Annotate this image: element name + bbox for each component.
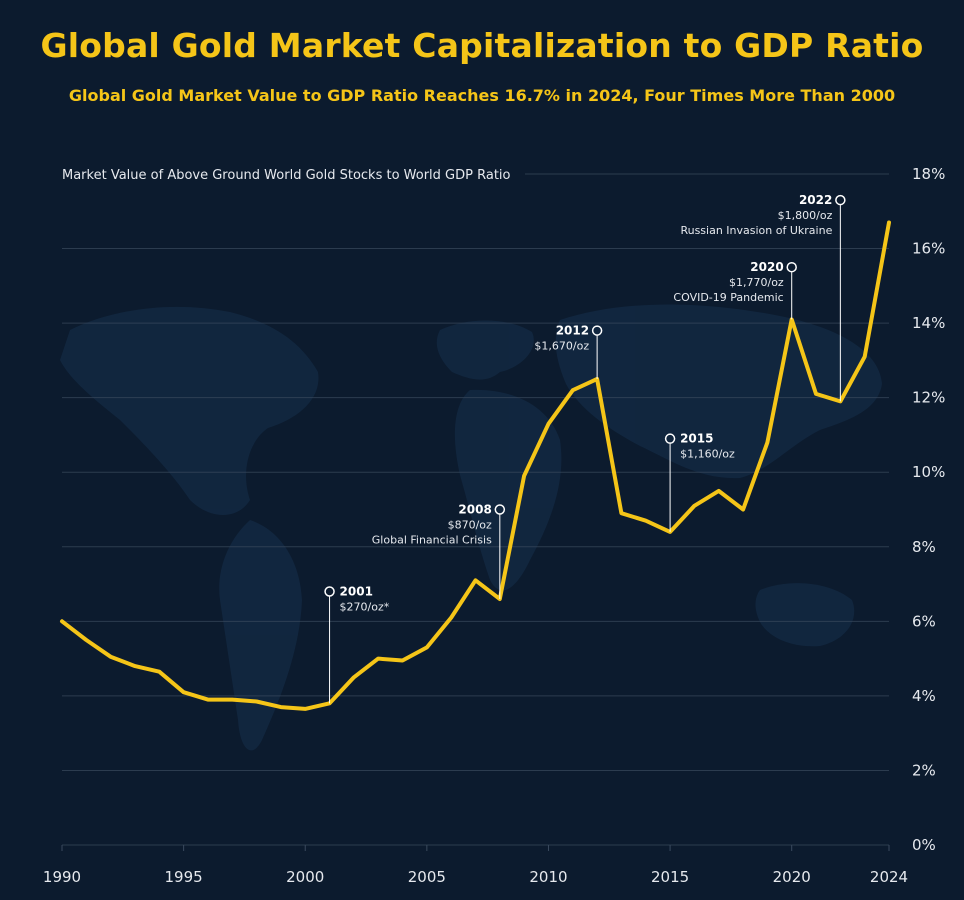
y-tick-label: 0% bbox=[912, 836, 936, 854]
annotation-text: Global Financial Crisis bbox=[372, 534, 492, 547]
y-axis-ticks: 0% 2% 4% 6% 8% 10% 12% 14% 16% 18% bbox=[912, 165, 945, 854]
y-tick-label: 2% bbox=[912, 761, 936, 779]
x-tick-label: 2005 bbox=[408, 868, 446, 886]
annotation-text: COVID-19 Pandemic bbox=[673, 291, 783, 304]
world-map-background bbox=[60, 304, 882, 751]
annotation-year: 2001 bbox=[340, 585, 373, 599]
x-tick-label: 2020 bbox=[773, 868, 811, 886]
annotation-text: $1,670/oz bbox=[534, 340, 589, 353]
annotation-text: Russian Invasion of Ukraine bbox=[680, 224, 832, 237]
x-tick-label: 2015 bbox=[651, 868, 689, 886]
x-axis-ticks: 1990 1995 2000 2005 2010 2015 2020 2024 bbox=[43, 845, 908, 886]
annotation-marker bbox=[591, 325, 603, 336]
y-tick-label: 4% bbox=[912, 687, 936, 705]
annotation-marker bbox=[786, 261, 797, 273]
x-tick-label: 2000 bbox=[286, 868, 324, 886]
annotation-marker bbox=[664, 433, 676, 444]
annotation-text: $1,160/oz bbox=[680, 448, 735, 461]
annotation-year: 2012 bbox=[556, 324, 589, 338]
chart-subtitle: Global Gold Market Value to GDP Ratio Re… bbox=[68, 86, 896, 105]
annotation-text: $1,770/oz bbox=[729, 276, 784, 289]
annotation-marker bbox=[835, 194, 846, 206]
y-tick-label: 8% bbox=[912, 538, 936, 556]
y-axis-label: Market Value of Above Ground World Gold … bbox=[62, 168, 511, 183]
y-tick-label: 14% bbox=[912, 314, 945, 332]
y-tick-label: 6% bbox=[912, 612, 936, 630]
annotation-year: 2008 bbox=[458, 503, 491, 517]
y-tick-label: 12% bbox=[912, 389, 945, 407]
y-tick-label: 10% bbox=[912, 463, 945, 481]
annotation-text: $1,800/oz bbox=[778, 209, 833, 222]
annotation-year: 2020 bbox=[750, 260, 783, 274]
grid-lines bbox=[62, 173, 889, 846]
annotation-year: 2022 bbox=[799, 193, 832, 207]
x-tick-label: 2010 bbox=[529, 868, 567, 886]
annotation-text: $270/oz* bbox=[340, 601, 390, 614]
x-tick-label: 1990 bbox=[43, 868, 81, 886]
chart-title: Global Gold Market Capitalization to GDP… bbox=[40, 26, 924, 65]
y-tick-label: 16% bbox=[912, 240, 945, 258]
x-tick-label: 1995 bbox=[165, 868, 203, 886]
y-tick-label: 18% bbox=[912, 165, 945, 183]
annotation-text: $870/oz bbox=[448, 519, 492, 532]
x-tick-label: 2024 bbox=[870, 868, 908, 886]
annotation-year: 2015 bbox=[680, 432, 713, 446]
annotation-marker bbox=[494, 504, 506, 515]
annotation-marker bbox=[324, 586, 335, 597]
series-line-gold-gdp-ratio bbox=[60, 220, 891, 711]
event-annotations: 2001 $270/oz* 2008 $870/oz Global Financial … bbox=[324, 193, 846, 704]
